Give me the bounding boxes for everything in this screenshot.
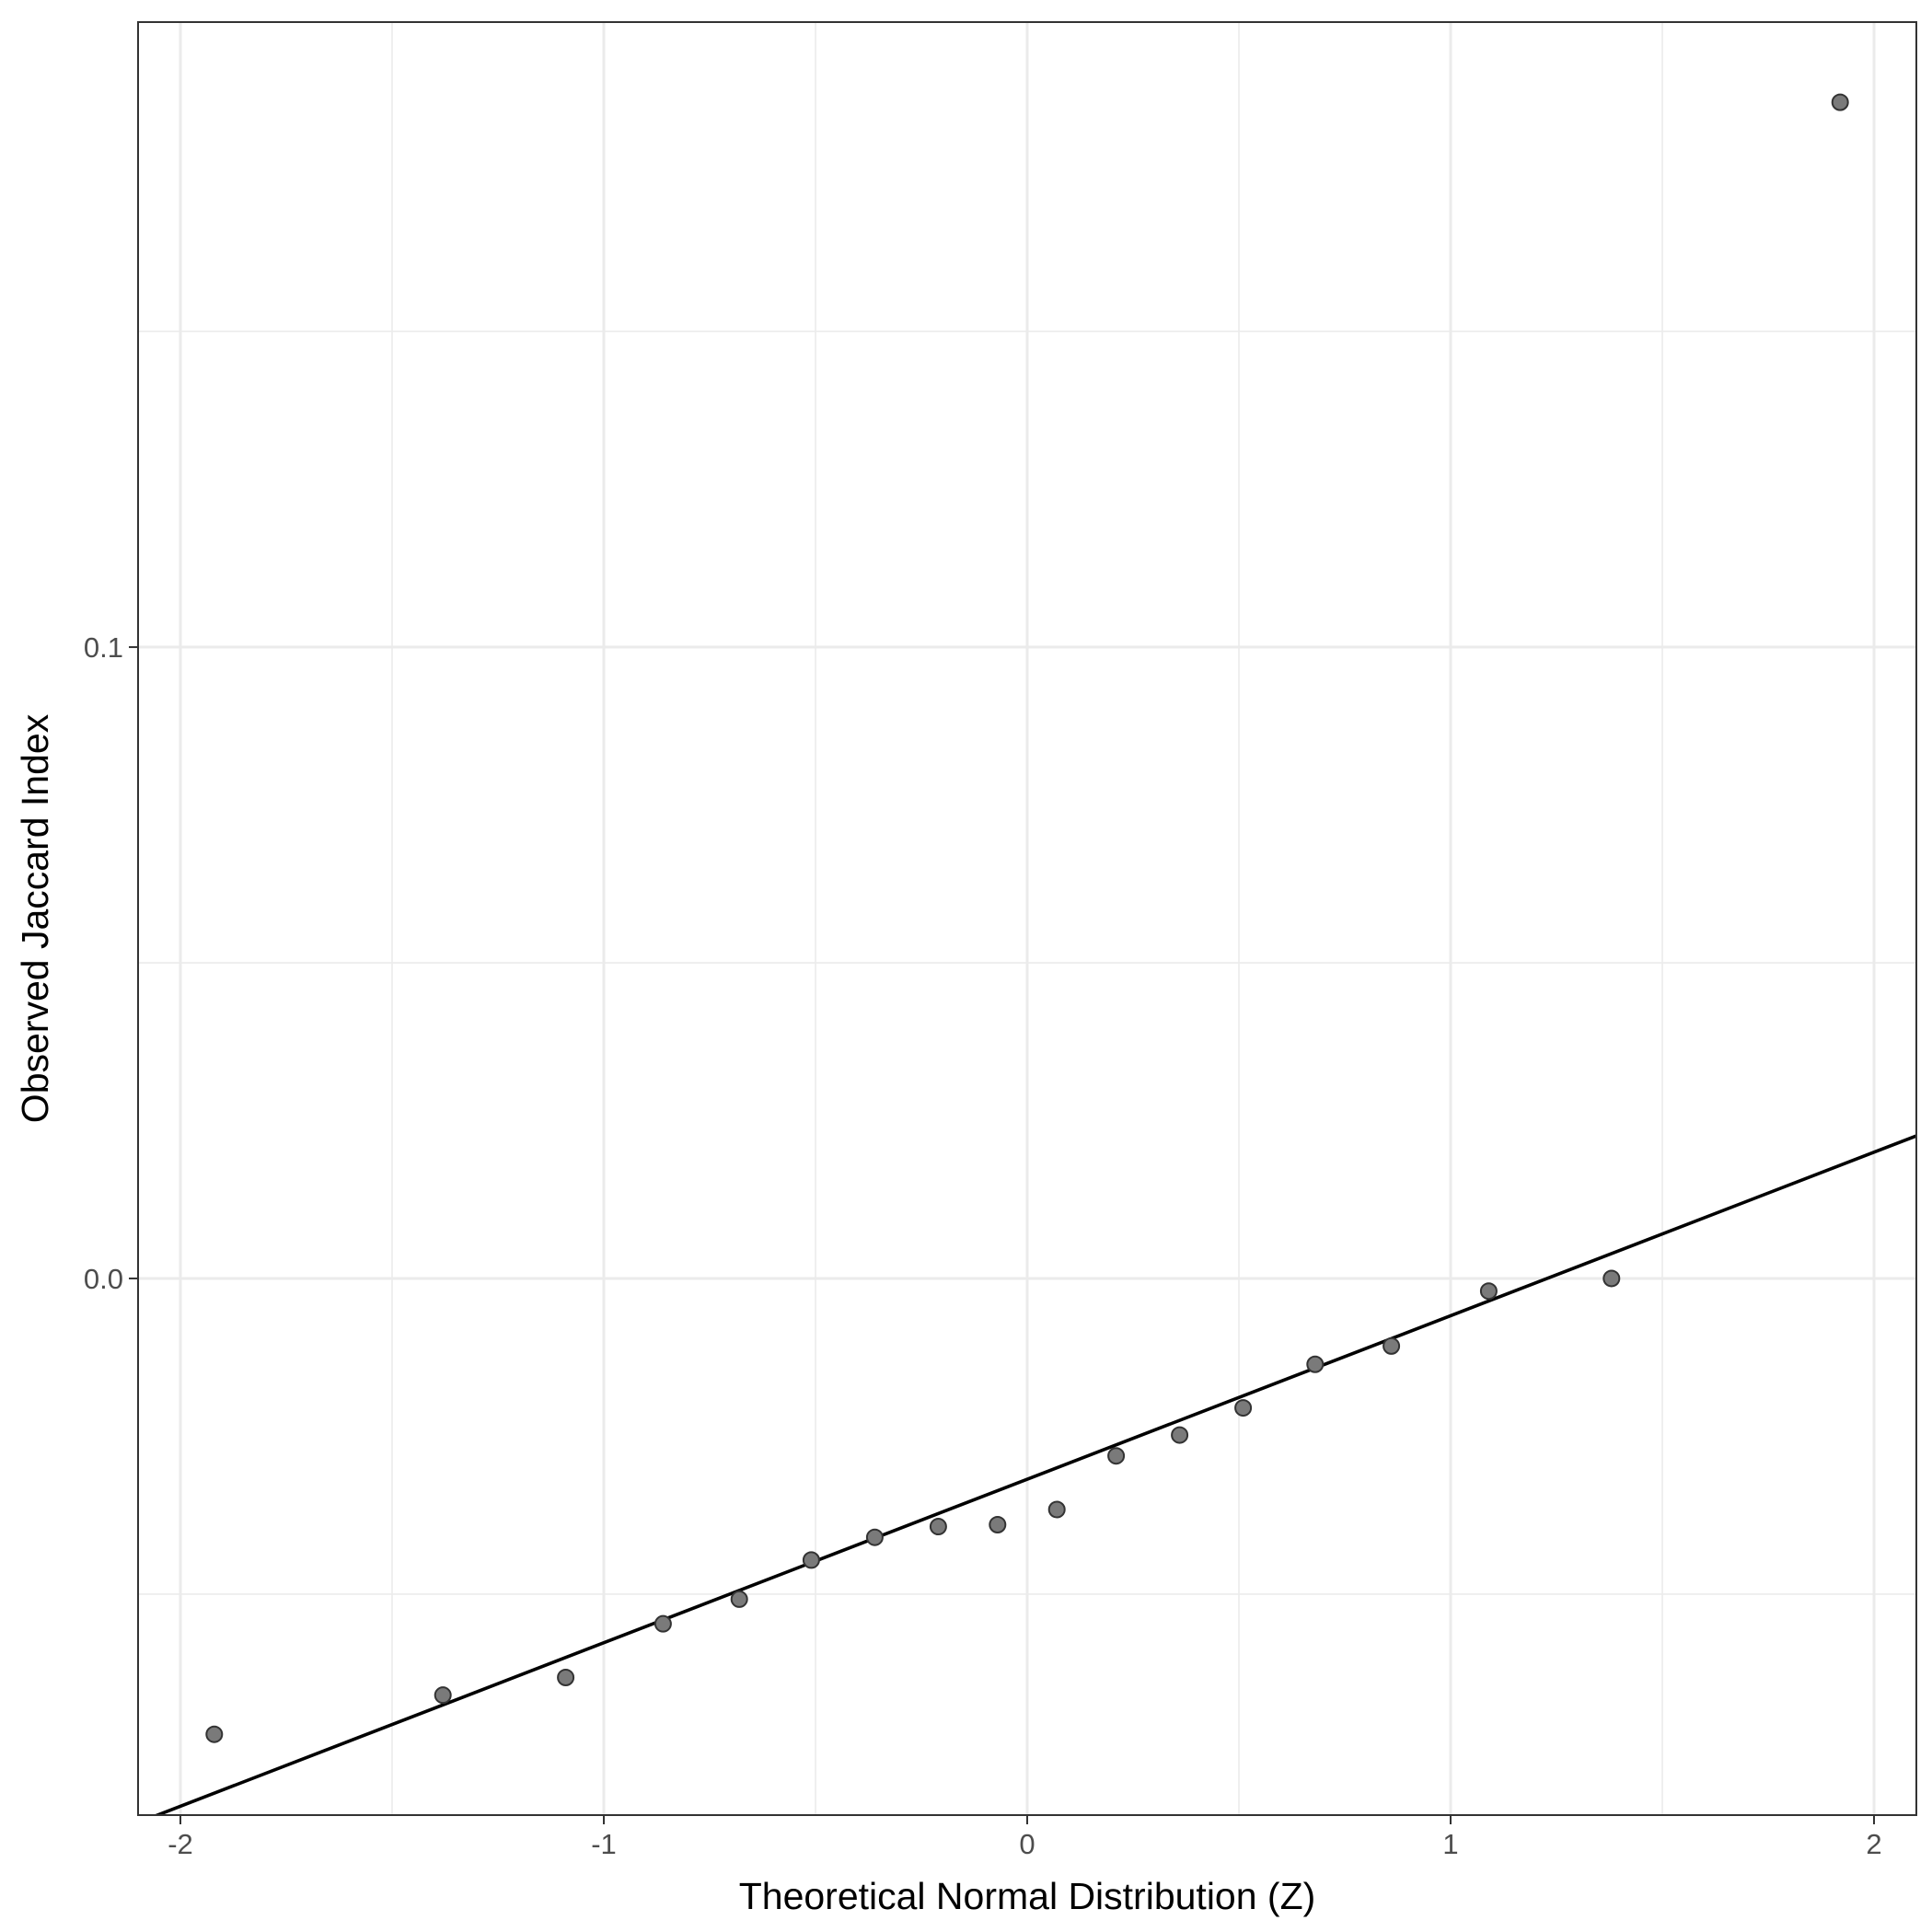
x-tick-label: -2 [168,1828,193,1860]
data-point [654,1614,672,1633]
data-point [1234,1399,1253,1417]
x-tick-label: 1 [1442,1828,1458,1860]
data-point [802,1551,820,1569]
x-axis-title: Theoretical Normal Distribution (Z) [739,1875,1316,1917]
x-tick-label: 2 [1866,1828,1881,1860]
data-point [1107,1447,1126,1465]
data-point [557,1668,575,1686]
data-point [1171,1426,1189,1444]
x-axis-ticks: -2 -1 0 1 2 [168,1815,1882,1860]
y-tick-label: 0.0 [84,1263,123,1295]
y-axis-title: Observed Jaccard Index [14,713,56,1123]
y-tick-label: 0.1 [84,631,123,664]
data-point [1602,1269,1621,1288]
data-point [1382,1336,1401,1355]
reference-line [153,1134,1916,1815]
data-point [434,1686,452,1705]
data-point [205,1725,224,1743]
data-point [1831,93,1849,111]
data-point [989,1515,1007,1533]
data-point [1306,1355,1325,1373]
data-points [205,93,1849,1743]
data-point [730,1590,748,1608]
y-axis-ticks: 0.0 0.1 [84,631,138,1295]
data-point [865,1528,884,1546]
data-point [929,1518,947,1536]
data-point [1479,1282,1498,1301]
x-tick-label: -1 [591,1828,617,1860]
data-point [1047,1500,1066,1519]
x-tick-label: 0 [1019,1828,1035,1860]
